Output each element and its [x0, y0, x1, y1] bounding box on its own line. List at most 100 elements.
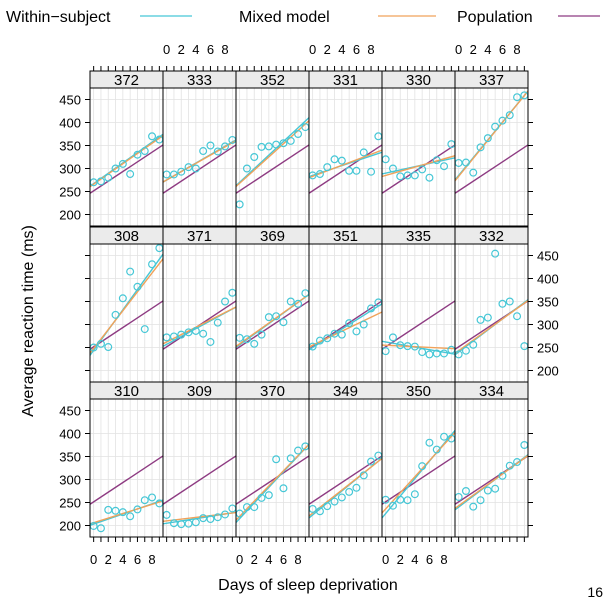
panel-grid-lines [236, 88, 309, 226]
data-point [213, 513, 222, 522]
data-point [126, 512, 135, 521]
population-line [236, 144, 309, 194]
x-axis-label: Days of sleep deprivation [218, 577, 398, 594]
data-point [169, 170, 178, 179]
panel-grid-lines [236, 399, 309, 537]
population-line [309, 144, 382, 194]
data-point [272, 312, 281, 321]
panel-grid-lines [382, 399, 455, 537]
panel-grid-lines [382, 244, 455, 382]
panel-strip-label: 350 [406, 383, 431, 400]
data-point [264, 491, 273, 500]
data-point [177, 330, 186, 339]
data-point [330, 155, 339, 164]
data-point [257, 493, 266, 502]
data-point [279, 484, 288, 493]
data-point [461, 158, 470, 167]
data-point [148, 132, 157, 141]
y-tick-label: 300 [59, 162, 81, 177]
data-point [184, 163, 193, 172]
data-point [432, 445, 441, 454]
y-tick-label: 350 [59, 450, 81, 465]
data-point [199, 147, 208, 156]
data-point [410, 171, 419, 180]
legend-label-population: Population [457, 9, 533, 26]
data-point [388, 501, 397, 510]
data-point [191, 326, 200, 335]
x-tick-label: 6 [353, 42, 360, 57]
population-line [163, 455, 236, 505]
data-point [250, 153, 259, 162]
data-point [345, 319, 354, 328]
data-point [476, 315, 485, 324]
data-point [191, 164, 200, 173]
y-tick-label: 350 [59, 139, 81, 154]
y-tick-label: 300 [537, 318, 559, 333]
y-tick-label: 400 [59, 427, 81, 442]
panel-strip-label: 331 [333, 72, 358, 89]
panel-strip-label: 310 [114, 383, 139, 400]
panel-strip-label: 330 [406, 72, 431, 89]
panel-grid-lines [236, 244, 309, 382]
legend-label-within-subject: Within−subject [6, 9, 111, 26]
panel-strip-label: 333 [187, 72, 212, 89]
x-tick-label: 0 [455, 42, 462, 57]
data-point [498, 299, 507, 308]
data-point [104, 173, 113, 182]
panel-strip-label: 332 [479, 228, 504, 245]
x-tick-label: 8 [513, 42, 520, 57]
data-point [221, 297, 230, 306]
panel-strip-label: 308 [114, 228, 139, 245]
panel-grid-lines [309, 88, 382, 226]
x-tick-label: 0 [309, 42, 316, 57]
mixed-model-line [236, 293, 309, 347]
data-point [461, 346, 470, 355]
data-point [96, 524, 105, 533]
data-point [337, 330, 346, 339]
data-point [272, 140, 281, 149]
panel-309: 309 [162, 381, 237, 538]
within-subject-line [236, 117, 309, 187]
x-tick-label: 6 [426, 552, 433, 567]
data-point [396, 172, 405, 181]
data-point [359, 320, 368, 329]
data-point [177, 167, 186, 176]
panel-grid: 372 333 352 331 330 337 308 371 369 351 335 332 310 3… [89, 70, 529, 538]
data-point [491, 249, 500, 258]
data-point [491, 484, 500, 493]
panel-strip-label: 337 [479, 72, 504, 89]
data-point [286, 454, 295, 463]
panel-331: 331 [308, 70, 383, 227]
panel-grid-lines [309, 399, 382, 537]
data-point [315, 170, 324, 179]
data-point [483, 313, 492, 322]
x-tick-label: 2 [251, 552, 258, 567]
mixed-model-line [455, 299, 528, 354]
panel-335: 335 [381, 226, 456, 383]
data-point [323, 334, 332, 343]
mixed-model-line [163, 306, 236, 345]
population-line [382, 300, 455, 350]
data-point [513, 93, 522, 102]
x-tick-label: 4 [484, 42, 491, 57]
mixed-model-line [236, 120, 309, 188]
panel-grid-lines [90, 88, 163, 226]
data-point [184, 519, 193, 528]
population-line [236, 455, 309, 505]
x-tick-label: 8 [294, 552, 301, 567]
data-point [491, 122, 500, 131]
data-point [469, 340, 478, 349]
panel-337: 337 [454, 70, 529, 227]
x-tick-label: 0 [382, 552, 389, 567]
data-point [323, 163, 332, 172]
x-tick-label: 2 [324, 42, 331, 57]
data-point [184, 328, 193, 337]
panel-grid-lines [382, 88, 455, 226]
data-point [104, 343, 113, 352]
y-tick-label: 250 [59, 496, 81, 511]
data-point [294, 130, 303, 139]
data-point [483, 486, 492, 495]
data-point [279, 318, 288, 327]
x-tick-label: 8 [440, 552, 447, 567]
